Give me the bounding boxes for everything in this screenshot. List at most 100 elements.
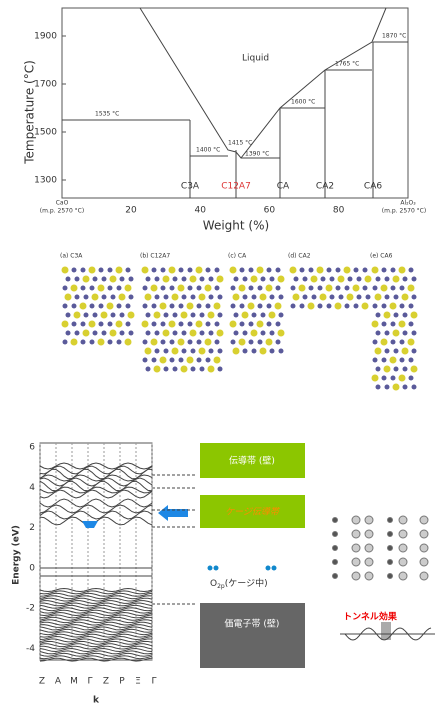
atom [357,295,362,300]
k-label: Γ [87,677,92,687]
cage-atom [365,558,373,566]
cage-atom [352,530,360,538]
liquid-label: Liquid [242,54,269,64]
atom [403,313,408,318]
cage-atom [388,532,393,537]
k-label: A [55,677,62,687]
atom [142,267,149,274]
atom [399,321,406,328]
atom [161,268,166,273]
atom [182,295,187,300]
x-tick-label: 40 [194,206,206,216]
atom [129,277,134,282]
atom [354,304,359,309]
atom [403,385,408,390]
atom [62,321,69,328]
atom [373,304,378,309]
atom [338,276,345,283]
dashed-links [152,475,195,604]
atom [249,322,254,327]
arrow [158,505,188,521]
atom [209,277,214,282]
atom [345,286,350,291]
atom [102,277,107,282]
atom [187,303,194,310]
atom [242,312,249,319]
cage-atom [388,574,393,579]
atom [278,276,285,283]
atom [81,322,86,327]
atom [400,340,405,345]
atom [117,304,122,309]
atom [187,357,194,364]
atom [108,286,113,291]
atom [107,303,114,310]
y-tick-label: 1300 [34,176,57,186]
atom [400,286,405,291]
atom [129,331,134,336]
atom [240,322,245,327]
structure-label: (c) CA [228,253,247,260]
atom [146,313,151,318]
atom [376,385,381,390]
atom [89,267,96,274]
cage-band [82,521,98,528]
atom [336,286,341,291]
atom [318,286,323,291]
atom [233,348,240,355]
temperature-label: 1535 °C [95,111,119,118]
atom [155,349,160,354]
atom [89,321,96,328]
atom [200,313,205,318]
dot [214,566,219,571]
atom [145,294,152,301]
atom [63,304,68,309]
atom [81,340,86,345]
atom [154,366,161,373]
atom [391,268,396,273]
cage-atom [388,546,393,551]
dot [266,566,271,571]
atom [92,294,99,301]
atom [200,367,205,372]
atom [218,295,223,300]
atom [327,268,332,273]
atom [409,376,414,381]
atom [300,304,305,309]
atom [391,340,396,345]
atom [412,331,417,336]
atom [230,267,237,274]
valence-label: 価電子帯 (壁) [225,618,280,630]
k-label: Γ [151,677,156,687]
phase-label: CA2 [316,182,334,192]
atom [146,331,151,336]
atom [258,340,263,345]
atom [390,303,397,310]
atom [119,294,126,301]
atom [173,277,178,282]
atom [172,294,179,301]
atom [269,312,276,319]
k-label: P [119,677,125,687]
k-label: Z [39,677,45,687]
atom [327,304,332,309]
atom [353,285,360,292]
k-label: Ξ [135,677,141,687]
atom [276,322,281,327]
atom [339,295,344,300]
atom [362,303,369,310]
y-tick-label: 0 [29,563,35,573]
dot [208,566,213,571]
atom [375,348,382,355]
atom [251,276,258,283]
atom [408,285,415,292]
atom [260,348,267,355]
atom [357,277,362,282]
atom [243,331,248,336]
atom [391,286,396,291]
atom [252,349,257,354]
atom [249,286,254,291]
atom [385,331,390,336]
atom [102,331,107,336]
cage-atom [365,530,373,538]
